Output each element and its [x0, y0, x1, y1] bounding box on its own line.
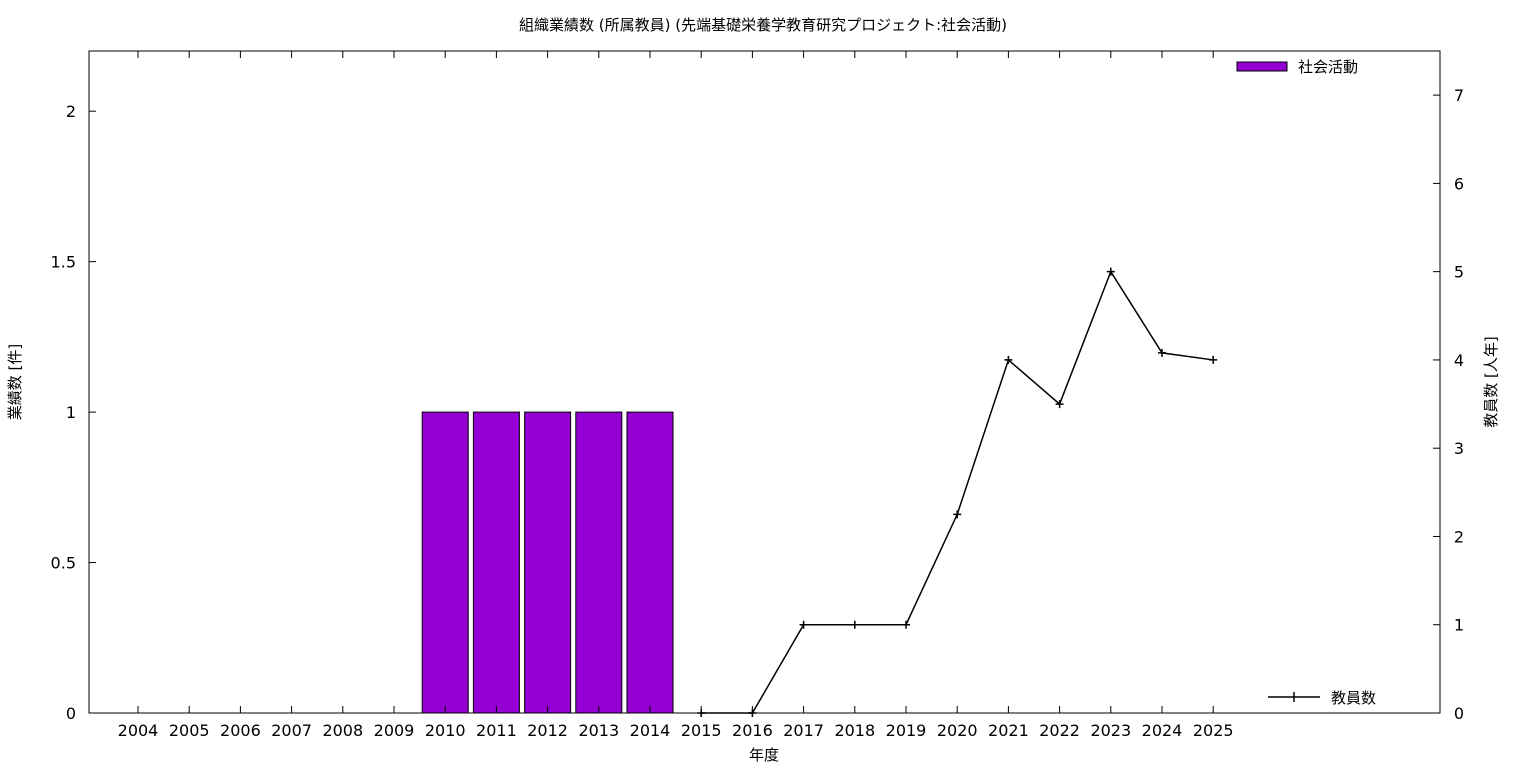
y-tick-label: 0.5 — [51, 554, 76, 573]
legend-line: 教員数 — [1268, 689, 1376, 707]
x-tick-label: 2018 — [834, 721, 875, 740]
line-point-2022 — [1055, 400, 1064, 409]
x-tick-label: 2015 — [681, 721, 722, 740]
x-tick-label: 2016 — [732, 721, 773, 740]
x-axis-title: 年度 — [749, 746, 779, 764]
x-tick-label: 2004 — [118, 721, 159, 740]
line-point-2020 — [953, 510, 962, 519]
x-tick-label: 2013 — [578, 721, 619, 740]
x-tick-label: 2025 — [1193, 721, 1234, 740]
y2-tick-label: 1 — [1454, 616, 1464, 635]
y2-axis-title: 教員数 [人年] — [1482, 336, 1500, 427]
y-tick-label: 2 — [66, 102, 76, 121]
line-point-2018 — [850, 620, 859, 629]
line-point-2023 — [1106, 267, 1115, 276]
bar-2010 — [421, 411, 469, 714]
legend-bars: 社会活動 — [1236, 58, 1358, 76]
chart-title: 組織業績数 (所属教員) (先端基礎栄養学教育研究プロジェクト:社会活動) — [519, 16, 1007, 34]
x-tick-label: 2011 — [476, 721, 517, 740]
x-tick-label: 2009 — [374, 721, 415, 740]
line-layer — [697, 267, 1218, 717]
x-tick-label: 2017 — [783, 721, 824, 740]
ticks-layer — [89, 51, 1440, 714]
y-axis-title: 業績数 [件] — [6, 344, 24, 420]
x-tick-label: 2008 — [322, 721, 363, 740]
bar-2014 — [626, 411, 674, 714]
legend-swatch-bars — [1236, 61, 1288, 72]
x-tick-label: 2019 — [886, 721, 927, 740]
bar-2011 — [472, 411, 520, 714]
y2-tick-label: 3 — [1454, 439, 1464, 458]
labels-layer: 2004 2005 2006 2007 2008 2009 2010 2011 2012 2013… — [51, 86, 1465, 740]
x-tick-label: 2021 — [988, 721, 1029, 740]
y2-tick-label: 5 — [1454, 263, 1464, 282]
bars-layer — [421, 411, 674, 714]
line-point-2024 — [1158, 348, 1166, 357]
legend-label-bars: 社会活動 — [1298, 58, 1358, 76]
x-tick-label: 2007 — [271, 721, 312, 740]
line-point-2021 — [1004, 355, 1013, 364]
x-tick-label: 2010 — [425, 721, 466, 740]
x-tick-label: 2024 — [1142, 721, 1183, 740]
y2-tick-label: 0 — [1454, 704, 1464, 723]
y2-tick-label: 4 — [1454, 351, 1464, 370]
x-tick-label: 2006 — [220, 721, 261, 740]
legend-label-line: 教員数 — [1331, 689, 1376, 707]
line-point-2025 — [1209, 355, 1218, 364]
line-point-2019 — [902, 620, 910, 629]
x-tick-label: 2020 — [937, 721, 978, 740]
y2-tick-label: 6 — [1454, 174, 1464, 193]
y2-tick-label: 2 — [1454, 527, 1464, 546]
x-tick-label: 2005 — [169, 721, 210, 740]
y-tick-label: 1 — [66, 403, 76, 422]
plot-frame — [88, 50, 1441, 714]
line-point-2017 — [799, 620, 808, 629]
x-tick-label: 2023 — [1090, 721, 1131, 740]
bar-2013 — [575, 411, 623, 714]
x-tick-label: 2022 — [1039, 721, 1080, 740]
y-tick-label: 0 — [66, 704, 76, 723]
x-tick-label: 2014 — [630, 721, 671, 740]
bar-2012 — [524, 411, 572, 714]
x-tick-label: 2012 — [527, 721, 568, 740]
y2-tick-label: 7 — [1454, 86, 1464, 105]
y-tick-label: 1.5 — [51, 253, 76, 272]
